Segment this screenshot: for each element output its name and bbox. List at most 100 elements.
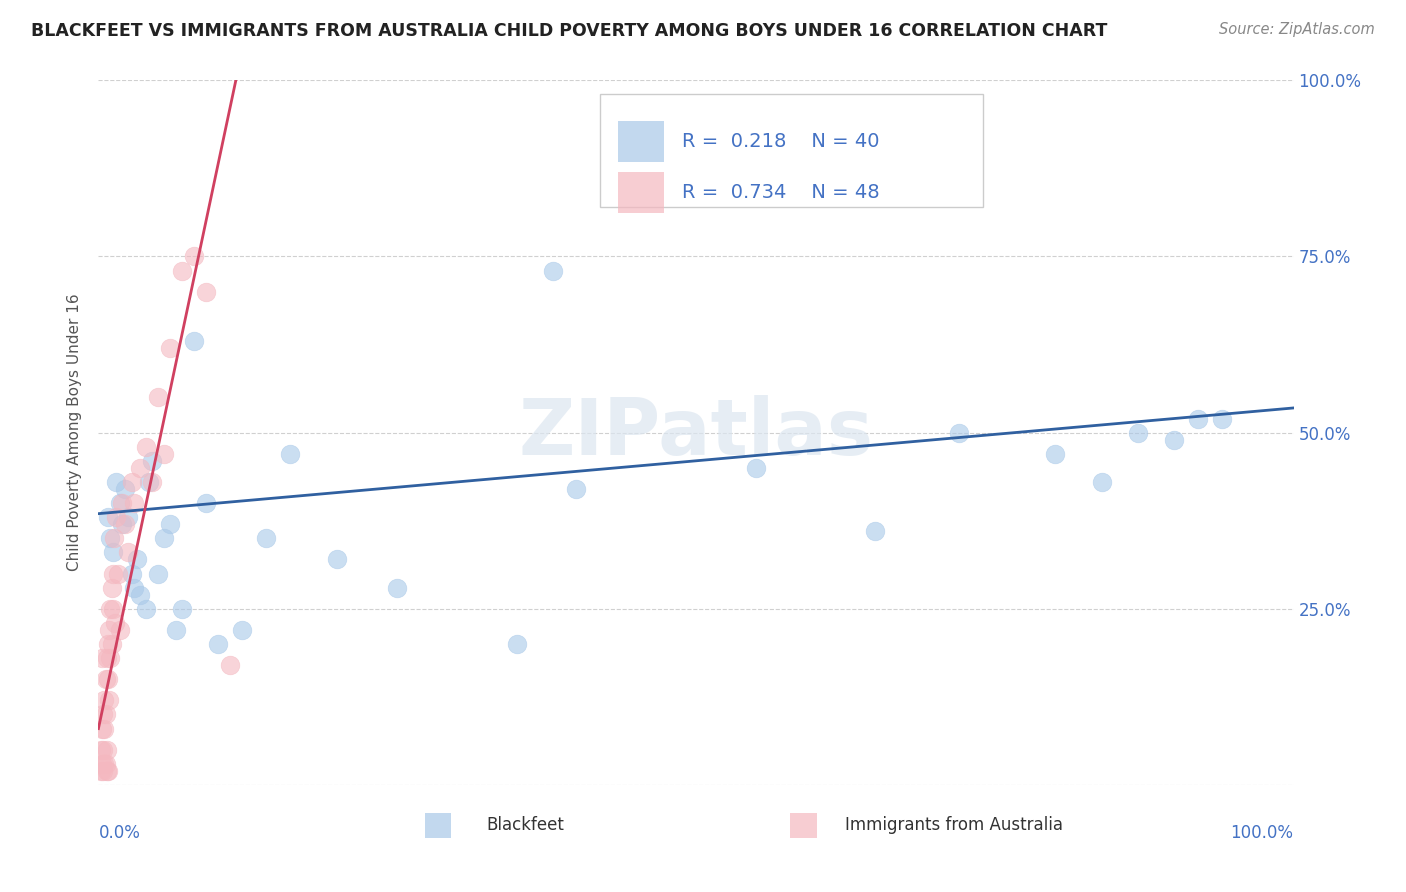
Point [97, 673, 120, 687]
Point [93, 756, 115, 771]
Point [103, 532, 125, 546]
Bar [600, 95, 983, 207]
Point [93, 693, 115, 707]
Point [506, 637, 529, 651]
Point [100, 637, 122, 651]
Point [98, 601, 122, 615]
Point [111, 517, 134, 532]
Point [97, 764, 120, 778]
Point [153, 532, 176, 546]
Point [90, 764, 112, 778]
Point [91, 707, 114, 722]
Point [195, 285, 218, 299]
Point [219, 658, 242, 673]
Point [91, 651, 114, 665]
Point [948, 425, 970, 440]
Point [135, 601, 157, 615]
Text: Source: ZipAtlas.com: Source: ZipAtlas.com [1219, 22, 1375, 37]
Point [101, 601, 124, 615]
Point [129, 460, 152, 475]
Bar [619, 121, 664, 162]
Point [117, 545, 139, 559]
Point [124, 581, 146, 595]
Text: R =  0.734    N = 48: R = 0.734 N = 48 [682, 183, 879, 202]
Text: 0.0%: 0.0% [98, 823, 141, 842]
Point [172, 601, 194, 615]
Point [541, 263, 564, 277]
Point [183, 250, 205, 264]
Point [121, 566, 143, 581]
Point [385, 581, 409, 595]
Point [129, 588, 152, 602]
Point [865, 524, 887, 539]
Point [1043, 447, 1066, 461]
Point [172, 263, 194, 277]
Point [94, 673, 117, 687]
Point [105, 475, 128, 489]
Point [124, 496, 146, 510]
Bar [425, 814, 451, 838]
Point [91, 756, 114, 771]
Point [98, 651, 122, 665]
Point [148, 391, 170, 405]
Point [91, 722, 114, 736]
Point [90, 742, 112, 756]
Point [93, 722, 115, 736]
Point [96, 742, 118, 756]
Point [1211, 411, 1233, 425]
Point [1128, 425, 1150, 440]
Point [108, 496, 131, 510]
Point [1187, 411, 1209, 425]
Point [745, 460, 768, 475]
Point [94, 707, 117, 722]
Point [278, 447, 301, 461]
Point [183, 334, 205, 348]
Point [195, 496, 218, 510]
Point [135, 440, 157, 454]
Point [91, 742, 114, 756]
Text: 100.0%: 100.0% [1230, 823, 1294, 842]
Point [565, 482, 588, 496]
Y-axis label: Child Poverty Among Boys Under 16: Child Poverty Among Boys Under 16 [67, 293, 83, 572]
Point [98, 693, 121, 707]
Text: BLACKFEET VS IMMIGRANTS FROM AUSTRALIA CHILD POVERTY AMONG BOYS UNDER 16 CORRELA: BLACKFEET VS IMMIGRANTS FROM AUSTRALIA C… [31, 22, 1108, 40]
Point [326, 552, 349, 566]
Bar [619, 172, 664, 213]
Point [114, 517, 136, 532]
Point [1163, 433, 1185, 447]
Point [1091, 475, 1114, 489]
Point [141, 475, 163, 489]
Point [97, 637, 120, 651]
Point [148, 566, 170, 581]
Point [101, 545, 124, 559]
Point [101, 566, 124, 581]
Text: R =  0.218    N = 40: R = 0.218 N = 40 [682, 132, 879, 152]
Point [107, 566, 129, 581]
Text: ZIPatlas: ZIPatlas [519, 394, 873, 471]
Point [94, 756, 117, 771]
Point [100, 581, 122, 595]
Text: Immigrants from Australia: Immigrants from Australia [845, 816, 1063, 835]
Point [91, 764, 114, 778]
Point [121, 475, 143, 489]
Point [117, 510, 139, 524]
Point [114, 482, 136, 496]
Point [165, 623, 187, 637]
Point [105, 510, 128, 524]
Point [111, 496, 134, 510]
Point [159, 517, 181, 532]
Point [254, 532, 277, 546]
Point [141, 454, 163, 468]
Point [97, 510, 120, 524]
Point [153, 447, 176, 461]
Point [98, 532, 122, 546]
Point [98, 623, 121, 637]
Point [138, 475, 160, 489]
Point [231, 623, 253, 637]
Point [108, 623, 131, 637]
Point [96, 764, 118, 778]
Point [125, 552, 148, 566]
Bar [790, 814, 817, 838]
Point [159, 341, 181, 355]
Text: Blackfeet: Blackfeet [486, 816, 565, 835]
